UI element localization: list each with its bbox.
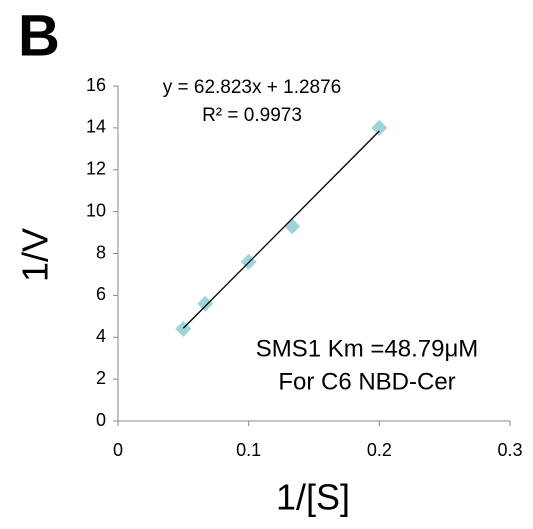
r-squared: R² = 0.9973: [202, 105, 302, 126]
y-tick-label: 2: [96, 368, 106, 388]
x-tick-label: 0.2: [367, 440, 392, 460]
data-point: [284, 218, 301, 235]
y-axis-title: 1/V: [15, 228, 56, 282]
y-tick-label: 16: [86, 75, 106, 95]
data-point: [371, 119, 388, 136]
y-tick-label: 6: [96, 284, 106, 304]
equation: y = 62.823x + 1.2876: [163, 77, 342, 98]
y-tick-label: 0: [96, 410, 106, 430]
y-tick-label: 4: [96, 326, 106, 346]
y-tick-label: 14: [86, 117, 106, 137]
y-tick-label: 10: [86, 200, 106, 220]
x-tick-label: 0.1: [236, 440, 261, 460]
y-tick-label: 12: [86, 159, 106, 179]
annotation: For C6 NBD-Cer: [278, 368, 455, 395]
y-tick-label: 8: [96, 242, 106, 262]
data-point: [197, 295, 214, 312]
x-axis-title: 1/[S]: [276, 477, 350, 518]
trendline: [182, 130, 380, 329]
x-tick-label: 0: [113, 440, 123, 460]
panel-label: B: [18, 3, 60, 68]
annotation: SMS1 Km =48.79μM: [256, 335, 479, 362]
x-tick-label: 0.3: [497, 440, 522, 460]
